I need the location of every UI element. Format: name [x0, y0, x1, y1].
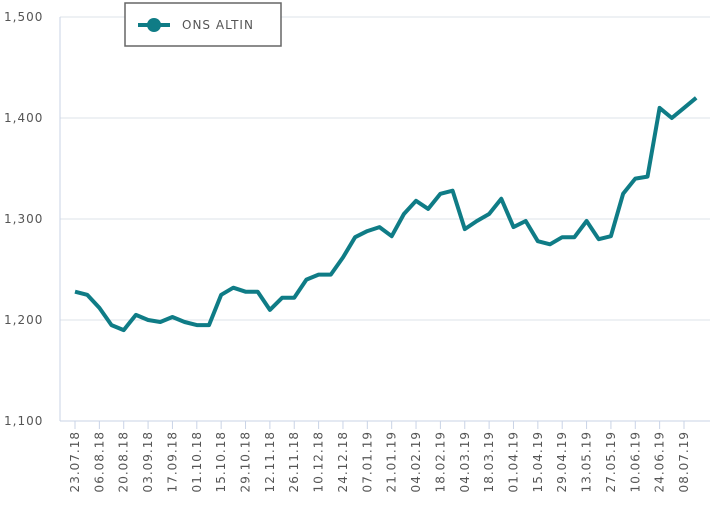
x-tick-label: 04.03.19: [458, 431, 472, 492]
x-tick-label: 04.02.19: [409, 431, 423, 492]
x-tick-label: 03.09.18: [141, 431, 155, 492]
line: [74, 96, 698, 333]
x-tick-label: 13.05.19: [580, 431, 594, 492]
x-tick-label: 08.07.19: [677, 431, 691, 492]
x-tick-label: 12.11.18: [263, 431, 277, 492]
legend-marker: [147, 18, 161, 32]
x-tick-label: 15.04.19: [531, 431, 545, 492]
x-tick-label: 06.08.18: [92, 431, 106, 492]
x-tick-label: 20.08.18: [117, 431, 131, 492]
y-tick-label: 1,400: [4, 111, 43, 125]
x-tick-label: 23.07.18: [68, 431, 82, 492]
x-tick-label: 24.06.19: [653, 431, 667, 492]
x-tick-label: 15.10.18: [214, 431, 228, 492]
x-tick-label: 01.04.19: [506, 431, 520, 492]
x-tick-label: 10.06.19: [628, 431, 642, 492]
x-tick-label: 26.11.18: [287, 431, 301, 492]
y-tick-label: 1,500: [4, 10, 43, 24]
x-tick-label: 29.04.19: [555, 431, 569, 492]
x-tick-label: 07.01.19: [360, 431, 374, 492]
x-tick-label: 18.02.19: [433, 431, 447, 492]
x-tick-label: 17.09.18: [165, 431, 179, 492]
y-tick-label: 1,100: [4, 414, 43, 428]
y-tick-label: 1,300: [4, 212, 43, 226]
x-tick-label: 01.10.18: [190, 431, 204, 492]
legend-label: ONS ALTIN: [182, 18, 254, 32]
y-tick-label: 1,200: [4, 313, 43, 327]
x-tick-label: 27.05.19: [604, 431, 618, 492]
x-tick-label: 18.03.19: [482, 431, 496, 492]
x-tick-label: 29.10.18: [239, 431, 253, 492]
x-tick-label: 21.01.19: [385, 431, 399, 492]
x-tick-label: 10.12.18: [312, 431, 326, 492]
x-tick-label: 24.12.18: [336, 431, 350, 492]
